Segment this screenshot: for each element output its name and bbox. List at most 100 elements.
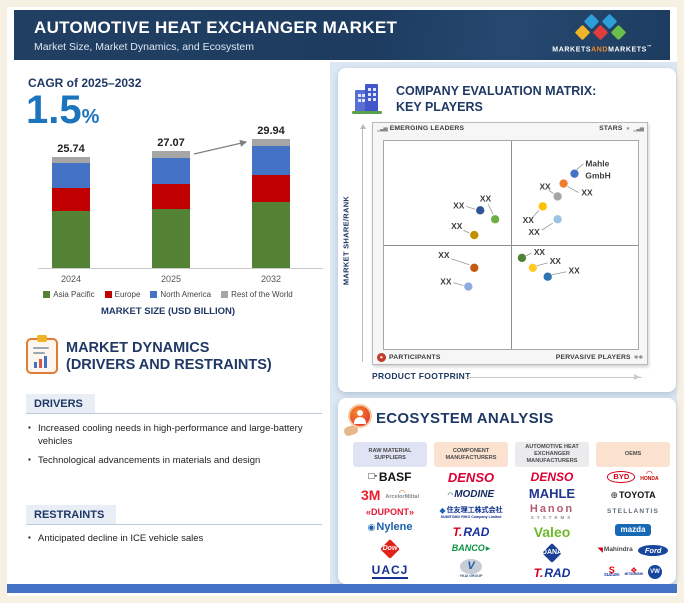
bars-icon: ▁▃▅ (633, 125, 644, 132)
participants-badge-icon: ✷ (377, 353, 386, 362)
ecosystem-column-headers: RAW MATERIAL SUPPLIERS COMPONENT MANUFACT… (353, 442, 670, 467)
footer-bar (7, 584, 677, 593)
point-connector (466, 205, 476, 210)
logo-text: Valeo (533, 523, 571, 540)
logo-text: RAD (463, 524, 490, 539)
logo-row: BANCO ▸ (434, 544, 508, 553)
logo-row: «DUPONT» (353, 506, 427, 517)
logo-honda: ◠ HONDA (640, 469, 658, 482)
logo-mark-icon: ❖ (630, 565, 638, 575)
quadrant-emerging-leaders: ▁▃▅ EMERGING LEADERS (377, 125, 465, 132)
bar-segment-europe (52, 188, 90, 212)
logo-text: DENSO (447, 470, 495, 485)
logo-row: mazda (596, 524, 670, 537)
logo-text: mazda (614, 524, 652, 537)
bar-segment-north-america (252, 146, 290, 176)
logo-text: DENSO (530, 470, 574, 484)
header-banner: AUTOMOTIVE HEAT EXCHANGER MARKET Market … (14, 10, 670, 60)
chart-legend: Asia Pacific Europe North America Rest of t… (18, 290, 318, 299)
logo-text: TOYOTA (618, 490, 656, 501)
matrix-point-player-9 (470, 263, 479, 272)
bar-2025 (152, 151, 190, 268)
bottom-quadrant-labels: ✷ PARTICIPANTS PERVASIVE PLAYERS ✱✱ (377, 353, 643, 362)
logo-row: V YKAI GROUP (434, 559, 508, 579)
header-titles: AUTOMOTIVE HEAT EXCHANGER MARKET Market … (34, 18, 397, 53)
logo-mark-icon: T. (452, 524, 463, 539)
bar-value-label: 25.74 (57, 143, 85, 156)
quadrant-stars: STARS ★ ▁▃▅ (599, 125, 644, 132)
point-label-player-6: XX (453, 200, 465, 210)
matrix-point-mahle-gmbh (570, 169, 579, 178)
drivers-list: Increased cooling needs in high-performa… (28, 423, 320, 473)
bar-value-label: 27.07 (157, 137, 185, 150)
ecosystem-column-header: OEMS (596, 442, 670, 467)
ecosystem-icon (342, 404, 374, 437)
logo-dow: Dow (380, 539, 400, 559)
growth-arrow (193, 139, 248, 155)
bar-category-label: 2025 (160, 274, 182, 284)
logo-mark-icon: ◥ (597, 547, 603, 554)
point-label-player-5: XX (529, 227, 541, 237)
point-label-player-10: XX (440, 277, 452, 287)
logo-text: SUZUKI (603, 571, 620, 577)
logo-text: 3M (360, 487, 381, 504)
logo-row: ◠ MODINE (434, 490, 508, 500)
ecosystem-column: BYD ◠ HONDA ⊕ TOYOTA STELLANTIS mazda ◥ Mahindra… (596, 469, 670, 579)
legend-label: Europe (114, 290, 141, 299)
x-axis-line (466, 374, 642, 380)
bar-segment-asia-pacific (152, 208, 190, 268)
chart-baseline (38, 268, 323, 269)
legend-item: Rest of the World (221, 290, 293, 299)
logo-text: MODINE (454, 489, 495, 501)
y-axis-line (359, 124, 366, 362)
matrix-point-player-3 (553, 192, 562, 201)
logo-text: «DUPONT» (365, 506, 414, 517)
logo-mahindra: ◥ Mahindra (598, 547, 633, 554)
logo-text: Nylene (376, 521, 413, 534)
logo-sumitomo-riko: ◆ 住友理工株式会社 SUMITOMO RIKO Company Limited (439, 506, 502, 520)
matrix-plot-area: Mahle GmbH XX XX XX XX XX XX XX XX XX XX XX XX (383, 140, 639, 350)
logo-row: BYD ◠ HONDA (596, 469, 670, 483)
ecosystem-column-header: RAW MATERIAL SUPPLIERS (353, 442, 427, 467)
point-label-player-3: XX (539, 182, 551, 192)
bar-category-label: 2024 (60, 274, 82, 284)
matrix-frame: ▁▃▅ EMERGING LEADERS STARS ★ ▁▃▅ Mahle GmbH X… (372, 122, 648, 365)
matrix-point-player-6 (476, 206, 485, 215)
point-connector (541, 222, 553, 231)
point-connector (576, 163, 584, 171)
logo-row: ◥ Mahindra Ford (596, 544, 670, 557)
logo-row: DANA (515, 543, 589, 563)
ecosystem-analysis-card: ECOSYSTEM ANALYSIS RAW MATERIAL SUPPLIER… (338, 398, 676, 584)
bar-segment-europe (252, 175, 290, 203)
logo-mark-icon: ◠ (646, 469, 653, 479)
matrix-title: COMPANY EVALUATION MATRIX: KEY PLAYERS (396, 84, 597, 114)
logo-text: UACJ (371, 562, 409, 579)
logo-ford: Ford (637, 544, 669, 557)
logo-text: MAHLE (528, 486, 576, 502)
point-label-player-13: XX (569, 266, 581, 276)
market-size-bar-chart: 25.74 2024 27.07 2025 29.94 2032 (38, 118, 323, 288)
ecosystem-column-header: AUTOMOTIVE HEAT EXCHANGER MANUFACTURERS (515, 442, 589, 467)
logo-mark-icon: □· (368, 471, 378, 482)
restraints-heading: RESTRAINTS (26, 505, 117, 524)
logo-nylene: ◉ Nylene (368, 522, 413, 533)
bar-2032 (252, 138, 290, 268)
horizontal-divider (384, 245, 638, 246)
cagr-value: 1.5% (26, 88, 100, 132)
matrix-point-player-11 (517, 253, 527, 263)
drivers-heading: DRIVERS (26, 394, 95, 413)
legend-item: North America (150, 290, 211, 299)
matrix-point-player-10 (464, 282, 473, 291)
logo-text: STELLANTIS (606, 507, 660, 515)
logo-dupont: «DUPONT» (365, 506, 414, 517)
logo-row: T. RAD (515, 567, 589, 579)
ecosystem-logo-columns: □· BASF 3M ◠ ArcelorMittal «DUPONT» ◉ Nylene Dow… (353, 469, 670, 579)
point-connector (525, 252, 533, 257)
logo-mazda: mazda (614, 524, 652, 537)
legend-label: Asia Pacific (53, 290, 95, 299)
ecosystem-title: ECOSYSTEM ANALYSIS (376, 410, 554, 427)
logo-mark-icon: ◠ (399, 487, 406, 497)
y-axis-label: MARKET SHARE/RANK (341, 195, 351, 286)
matrix-point-player-13 (543, 272, 552, 281)
driver-item: Increased cooling needs in high-performa… (28, 423, 320, 449)
